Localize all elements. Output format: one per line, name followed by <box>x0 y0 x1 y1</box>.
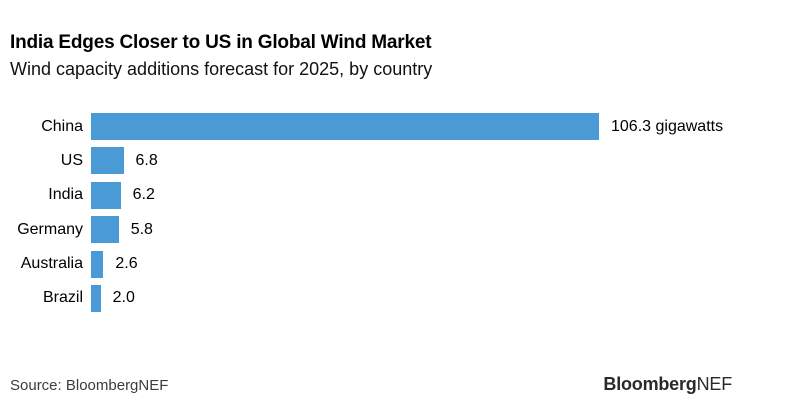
bar-row-india: India 6.2 <box>0 181 788 209</box>
value-label-china: 106.3 gigawatts <box>611 117 724 135</box>
bar-australia <box>91 250 104 278</box>
bar-us <box>91 147 124 175</box>
value-label-australia: 2.6 <box>115 255 138 273</box>
bar-row-us: US 6.8 <box>0 147 788 175</box>
logo-bloomberg-text: Bloomberg <box>603 374 697 394</box>
value-label-india: 6.2 <box>132 186 155 204</box>
bar-brazil <box>91 284 101 312</box>
value-label-germany: 5.8 <box>130 220 153 238</box>
bar-row-china: China 106.3 gigawatts <box>0 113 788 140</box>
category-label-china: China <box>41 117 83 135</box>
chart-subtitle: Wind capacity additions forecast for 202… <box>10 59 433 79</box>
logo-nef-text: NEF <box>696 374 733 394</box>
bloombergnef-logo: BloombergNEF <box>603 374 732 395</box>
category-label-australia: Australia <box>20 255 83 273</box>
bar-china <box>91 113 599 140</box>
value-label-us: 6.8 <box>135 151 158 169</box>
category-label-germany: Germany <box>17 220 83 238</box>
category-label-us: US <box>60 151 83 169</box>
bar-row-germany: Germany 5.8 <box>0 216 788 244</box>
category-label-india: India <box>48 186 83 204</box>
bar-india <box>91 181 121 209</box>
bar-row-australia: Australia 2.6 <box>0 250 788 278</box>
source-note: Source: BloombergNEF <box>10 377 169 394</box>
category-label-brazil: Brazil <box>42 289 83 307</box>
bar-germany <box>91 216 119 244</box>
bar-row-brazil: Brazil 2.0 <box>0 284 788 312</box>
value-label-brazil: 2.0 <box>112 289 135 307</box>
chart-title: India Edges Closer to US in Global Wind … <box>10 32 432 53</box>
bar-chart: China 106.3 gigawatts US 6.8 India 6.2 G… <box>0 113 788 312</box>
